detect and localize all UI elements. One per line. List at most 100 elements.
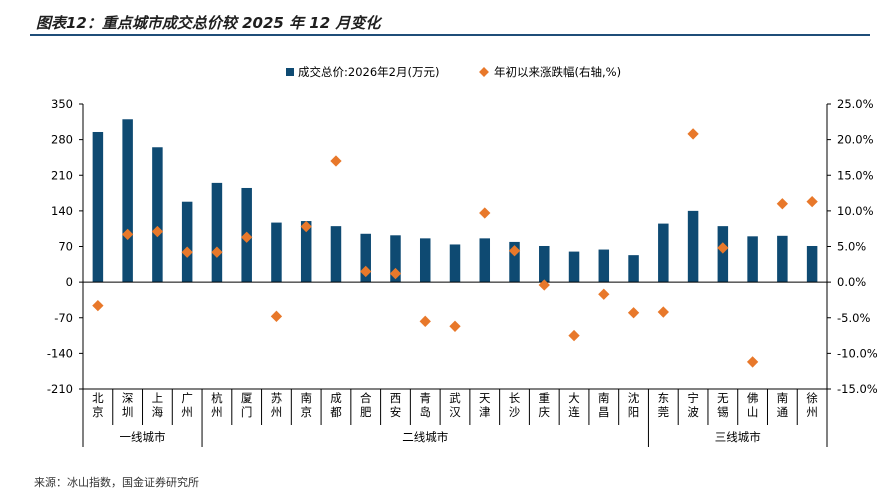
category-label: 厦门 [241,391,253,419]
category-label: 南昌 [598,391,610,419]
legend: 成交总价:2026年2月(万元) 年初以来涨跌幅(右轴,%) [286,65,621,79]
category-label-char: 昌 [598,405,610,419]
marker-徐州 [806,195,818,208]
category-label-char: 厦 [241,391,253,405]
legend-marker-label: 年初以来涨跌幅(右轴,%) [494,65,621,79]
right-y-axis: 25.0% 20.0% 15.0% 10.0% 5.0% 0.0% -5.0% -10.0% -… [826,97,878,396]
marker-南通 [776,198,789,210]
marker-成都 [330,155,342,167]
category-label-char: 长 [509,391,521,405]
bar-重庆 [539,245,550,283]
marker-沈阳 [627,307,640,319]
bar-西安 [390,235,401,283]
right-tick-label: 10.0% [837,204,874,218]
left-tick-label: -140 [47,346,73,360]
category-label-char: 州 [806,405,818,419]
bar-青岛 [419,238,431,283]
bar-广州 [181,201,193,283]
left-tick-label: 0 [66,275,73,289]
bar-天津 [479,238,491,283]
category-label-char: 莞 [658,405,670,419]
right-tick-label: 20.0% [837,133,874,147]
marker-天津 [479,207,491,219]
category-label: 长沙 [509,391,521,419]
category-label: 上海 [152,391,164,419]
right-tick-label: 15.0% [837,168,874,182]
right-tick-label: -15.0% [837,382,878,396]
right-tick-label: -5.0% [837,311,870,325]
bar-武汉 [449,244,461,283]
legend-bar-swatch [286,68,294,76]
bar-沈阳 [628,255,639,283]
category-label: 西安 [390,391,402,419]
category-label-char: 徐 [806,391,818,405]
category-label-char: 西 [390,391,402,405]
bar-苏州 [271,222,282,283]
category-label: 广州 [181,391,193,419]
category-label-char: 青 [419,391,431,405]
bar-长沙 [509,241,520,283]
category-label-char: 海 [152,405,164,419]
category-label: 宁波 [687,391,699,419]
category-label: 天津 [479,391,491,419]
title-area: 图表12：重点城市成交总价较 2025 年 12 月变化 [30,8,870,36]
left-tick-label: 140 [51,204,73,218]
marker-宁波 [687,128,699,140]
bar-北京 [92,131,104,283]
category-axis: 北京深圳上海广州杭州厦门苏州南京成都合肥西安青岛武汉天津长沙重庆大连南昌沈阳东莞… [82,388,828,447]
category-label: 成都 [330,391,342,419]
category-label: 杭州 [211,391,223,419]
category-label-char: 连 [568,405,580,419]
category-label: 大连 [568,391,580,419]
category-label-char: 武 [449,391,461,405]
right-tick-label: 5.0% [837,240,866,254]
bar-南通 [777,235,788,283]
chart-title: 图表12：重点城市成交总价较 2025 年 12 月变化 [36,14,381,32]
left-tick-label: 350 [51,97,73,111]
category-label-char: 合 [360,391,372,405]
category-label-char: 广 [181,391,193,405]
category-label-char: 沙 [509,405,521,419]
tier-label: 三线城市 [715,430,761,444]
bar-东莞 [658,223,669,283]
left-tick-label: -210 [47,382,73,396]
category-label-char: 京 [92,405,104,419]
marker-武汉 [449,320,461,332]
category-label-char: 圳 [122,405,134,419]
tier-label: 二线城市 [402,430,448,444]
category-label: 武汉 [449,391,461,419]
legend-marker-swatch [479,67,489,77]
category-label-char: 成 [330,391,342,405]
category-label-char: 州 [211,405,223,419]
category-label: 青岛 [419,391,431,419]
category-label-char: 无 [717,391,729,405]
category-label-char: 州 [271,405,283,419]
category-label: 深圳 [122,391,134,419]
right-tick-label: 25.0% [837,97,874,111]
left-tick-label: 210 [51,168,73,182]
category-label-char: 津 [479,405,491,419]
source-note: 来源：冰山指数，国金证券研究所 [34,476,199,489]
category-label: 重庆 [539,391,551,419]
category-label-char: 庆 [539,405,551,419]
marker-苏州 [270,310,283,322]
category-label-char: 重 [539,391,551,405]
title-underline [30,34,870,36]
category-label-char: 沈 [628,391,640,405]
category-label-char: 杭 [211,391,223,405]
marker-佛山 [746,356,759,368]
bar-series [83,119,827,283]
bar-佛山 [747,236,758,283]
category-label-char: 南 [777,391,789,405]
category-label: 东莞 [658,391,670,419]
category-label-char: 京 [300,405,312,419]
category-label-char: 东 [658,391,670,405]
left-tick-label: 70 [58,240,73,254]
category-label-char: 锡 [717,405,729,419]
legend-bar-label: 成交总价:2026年2月(万元) [298,65,439,79]
category-label-char: 岛 [419,405,431,419]
category-label-char: 北 [92,391,104,405]
bar-徐州 [806,245,818,283]
category-label-char: 阳 [628,405,640,419]
